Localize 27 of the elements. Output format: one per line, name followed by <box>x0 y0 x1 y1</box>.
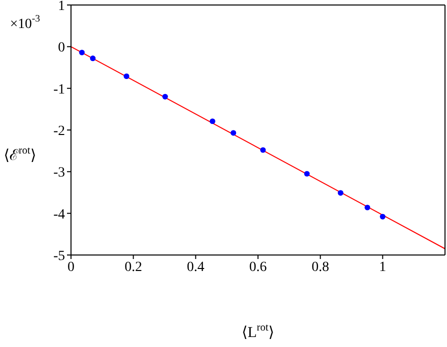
y-tick-label: -2 <box>53 124 65 139</box>
x-tick-label: 0.8 <box>312 260 330 275</box>
x-axis-title: ⟨L$^{rot}$⟩ <box>242 322 274 341</box>
point <box>304 170 310 177</box>
y-tick-label: -4 <box>53 207 65 222</box>
x-tick-label: 0.2 <box>124 260 142 275</box>
point <box>260 147 266 153</box>
point <box>210 118 216 124</box>
x-tick-label: 0.4 <box>186 260 204 275</box>
point <box>364 204 370 210</box>
point <box>90 56 96 62</box>
point <box>338 190 344 196</box>
point <box>124 73 130 80</box>
y-axis-title: ⟨ℰ$^{rot}$⟩ <box>4 145 36 164</box>
point <box>79 50 85 56</box>
y-tick-label: -5 <box>53 248 65 264</box>
text: ×10$^{-3}$ <box>10 14 40 32</box>
x-tick-label: 1 <box>379 260 386 275</box>
x-tick-label: 0.6 <box>249 260 267 275</box>
y-tick-label: -3 <box>53 166 65 181</box>
point <box>380 214 386 220</box>
y-tick-label: 0 <box>58 40 65 56</box>
point <box>162 94 168 100</box>
x-tick-label: 0 <box>68 260 74 275</box>
y-tick-label: 1 <box>58 0 65 14</box>
point <box>230 130 236 136</box>
y-tick-label: -1 <box>53 82 65 98</box>
